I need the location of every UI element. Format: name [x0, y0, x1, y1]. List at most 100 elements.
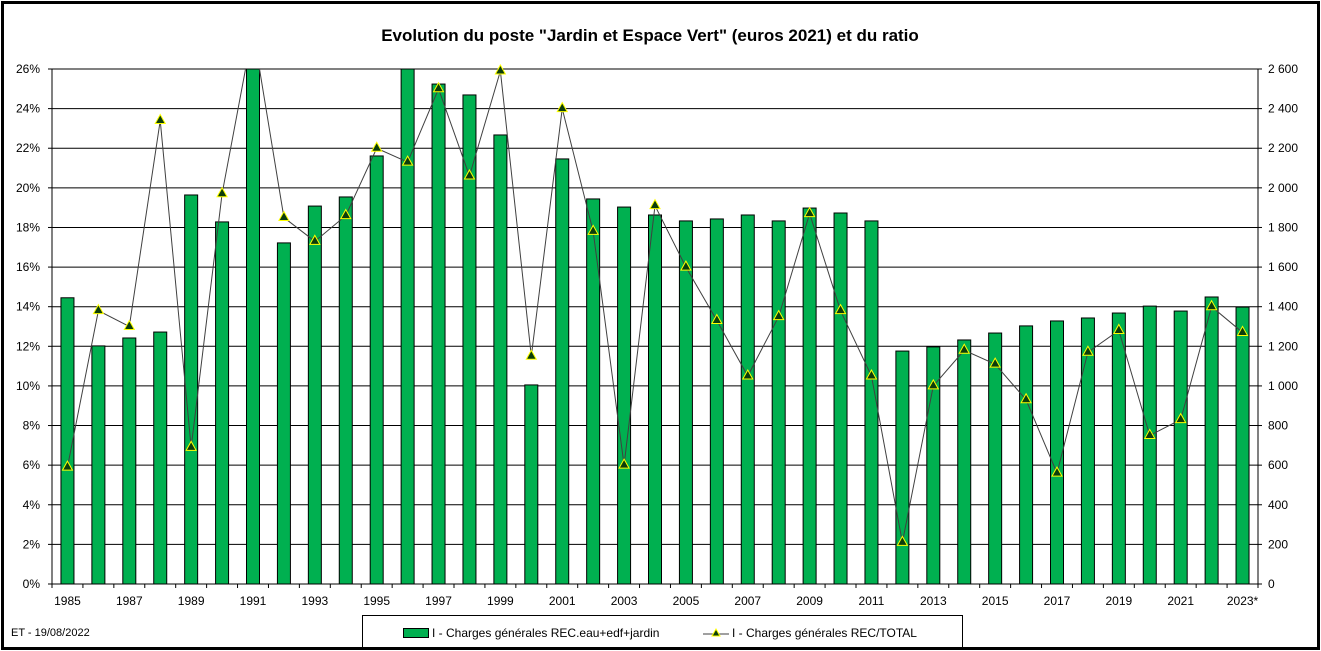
y-left-tick-label: 10% — [16, 379, 40, 393]
chart-title: Evolution du poste "Jardin et Espace Ver… — [381, 26, 919, 45]
ratio-marker-1986 — [92, 303, 105, 315]
bar-1999 — [493, 134, 508, 584]
x-tick-label: 1987 — [116, 594, 143, 608]
x-tick-label: 2021 — [1167, 594, 1194, 608]
y-left-tick-label: 14% — [16, 300, 40, 314]
bar-1992 — [276, 242, 291, 584]
x-tick-label: 2001 — [549, 594, 576, 608]
ratio-marker-2012 — [896, 535, 909, 546]
y-right-tick-label: 800 — [1268, 419, 1288, 433]
ratio-marker-2002 — [587, 224, 600, 235]
y-right-tick-label: 2 000 — [1268, 181, 1298, 195]
ratio-marker-1992 — [278, 210, 290, 222]
legend-item-line: I - Charges générales REC/TOTAL — [703, 626, 917, 640]
ratio-marker-2014 — [958, 343, 971, 354]
legend-bar-swatch — [403, 628, 429, 638]
bar-1986 — [91, 345, 106, 584]
ratio-marker-2001 — [556, 101, 569, 113]
y-right-tick-label: 1 200 — [1268, 339, 1298, 353]
y-right-tick-label: 200 — [1268, 537, 1288, 551]
ratio-marker-2009 — [803, 206, 816, 218]
y-left-tick-label: 20% — [16, 181, 40, 195]
bar-2012 — [895, 350, 910, 584]
ratio-marker-2006 — [710, 313, 723, 325]
bar-2013 — [926, 346, 941, 584]
x-tick-label: 2011 — [859, 594, 885, 608]
bar-2007 — [740, 214, 755, 584]
y-left-tick-label: 4% — [23, 498, 41, 512]
y-right-tick-label: 0 — [1268, 577, 1275, 591]
bar-2000 — [524, 384, 539, 584]
ratio-marker-1996 — [401, 155, 414, 166]
ratio-marker-2016 — [1020, 392, 1032, 404]
y-right-tick-label: 1 000 — [1268, 379, 1298, 393]
legend-line-marker-icon — [703, 628, 729, 637]
ratio-marker-1993 — [308, 234, 321, 245]
bar-2006 — [709, 218, 724, 584]
bar-2005 — [678, 220, 693, 584]
x-tick-label: 1991 — [240, 594, 267, 608]
legend-item-bars: I - Charges générales REC.eau+edf+jardin — [403, 626, 659, 640]
x-tick-label: 1985 — [54, 594, 81, 608]
y-left-tick-label: 6% — [23, 458, 41, 472]
bar-2014 — [957, 339, 972, 584]
x-tick-label: 2015 — [982, 594, 1009, 608]
bar-1994 — [338, 196, 353, 584]
bar-2011 — [864, 220, 879, 584]
ratio-marker-2005 — [680, 260, 692, 271]
x-tick-label: 2005 — [673, 594, 700, 608]
bar-2008 — [771, 220, 786, 584]
x-tick-label: 1993 — [301, 594, 328, 608]
y-left-tick-label: 24% — [16, 102, 40, 116]
ratio-marker-2003 — [618, 458, 630, 469]
y-right-tick-label: 2 200 — [1268, 141, 1298, 155]
bar-2015 — [988, 332, 1003, 584]
ratio-marker-2015 — [989, 357, 1002, 368]
ratio-marker-1990 — [216, 186, 228, 198]
ratio-marker-2011 — [865, 368, 878, 380]
x-tick-label: 1989 — [178, 594, 205, 608]
y-left-tick-label: 26% — [16, 62, 40, 76]
ratio-marker-1998 — [463, 168, 476, 180]
ratio-marker-2004 — [649, 198, 661, 210]
x-tick-label: 1995 — [363, 594, 390, 608]
y-right-tick-label: 600 — [1268, 458, 1288, 472]
ratio-marker-2013 — [927, 378, 940, 390]
legend: I - Charges générales REC.eau+edf+jardin… — [362, 615, 963, 648]
bar-1985 — [60, 297, 75, 584]
ratio-marker-1997 — [432, 81, 445, 93]
bar-1988 — [153, 331, 168, 584]
footer-note: ET - 19/08/2022 — [11, 627, 90, 639]
ratio-marker-1999 — [494, 63, 507, 75]
ratio-marker-2023* — [1236, 325, 1249, 336]
y-left-tick-label: 16% — [16, 260, 40, 274]
bar-1987 — [122, 337, 137, 584]
x-tick-label: 1997 — [425, 594, 452, 608]
bar-2002 — [586, 198, 601, 584]
ratio-marker-2000 — [525, 349, 538, 360]
bar-2018 — [1080, 317, 1095, 584]
bar-1997 — [431, 83, 446, 584]
ratio-marker-2017 — [1051, 466, 1063, 477]
bar-1995 — [369, 155, 384, 584]
bar-2023* — [1235, 306, 1250, 584]
bar-2016 — [1019, 325, 1034, 584]
ratio-marker-1994 — [339, 208, 352, 220]
ratio-marker-2018 — [1082, 345, 1094, 356]
ratio-marker-1995 — [370, 141, 383, 152]
bar-2019 — [1111, 312, 1126, 584]
x-tick-label: 2023* — [1227, 594, 1259, 608]
bar-2022 — [1204, 296, 1219, 584]
bar-2001 — [555, 158, 570, 584]
bar-2020 — [1142, 305, 1157, 584]
ratio-marker-2010 — [834, 303, 847, 315]
y-right-tick-label: 400 — [1268, 498, 1288, 512]
bar-2021 — [1173, 310, 1188, 584]
y-left-tick-label: 12% — [16, 339, 40, 353]
x-tick-label: 2017 — [1044, 594, 1071, 608]
y-left-tick-label: 0% — [23, 577, 41, 591]
ratio-marker-1989 — [185, 440, 198, 451]
ratio-marker-1985 — [61, 460, 74, 471]
